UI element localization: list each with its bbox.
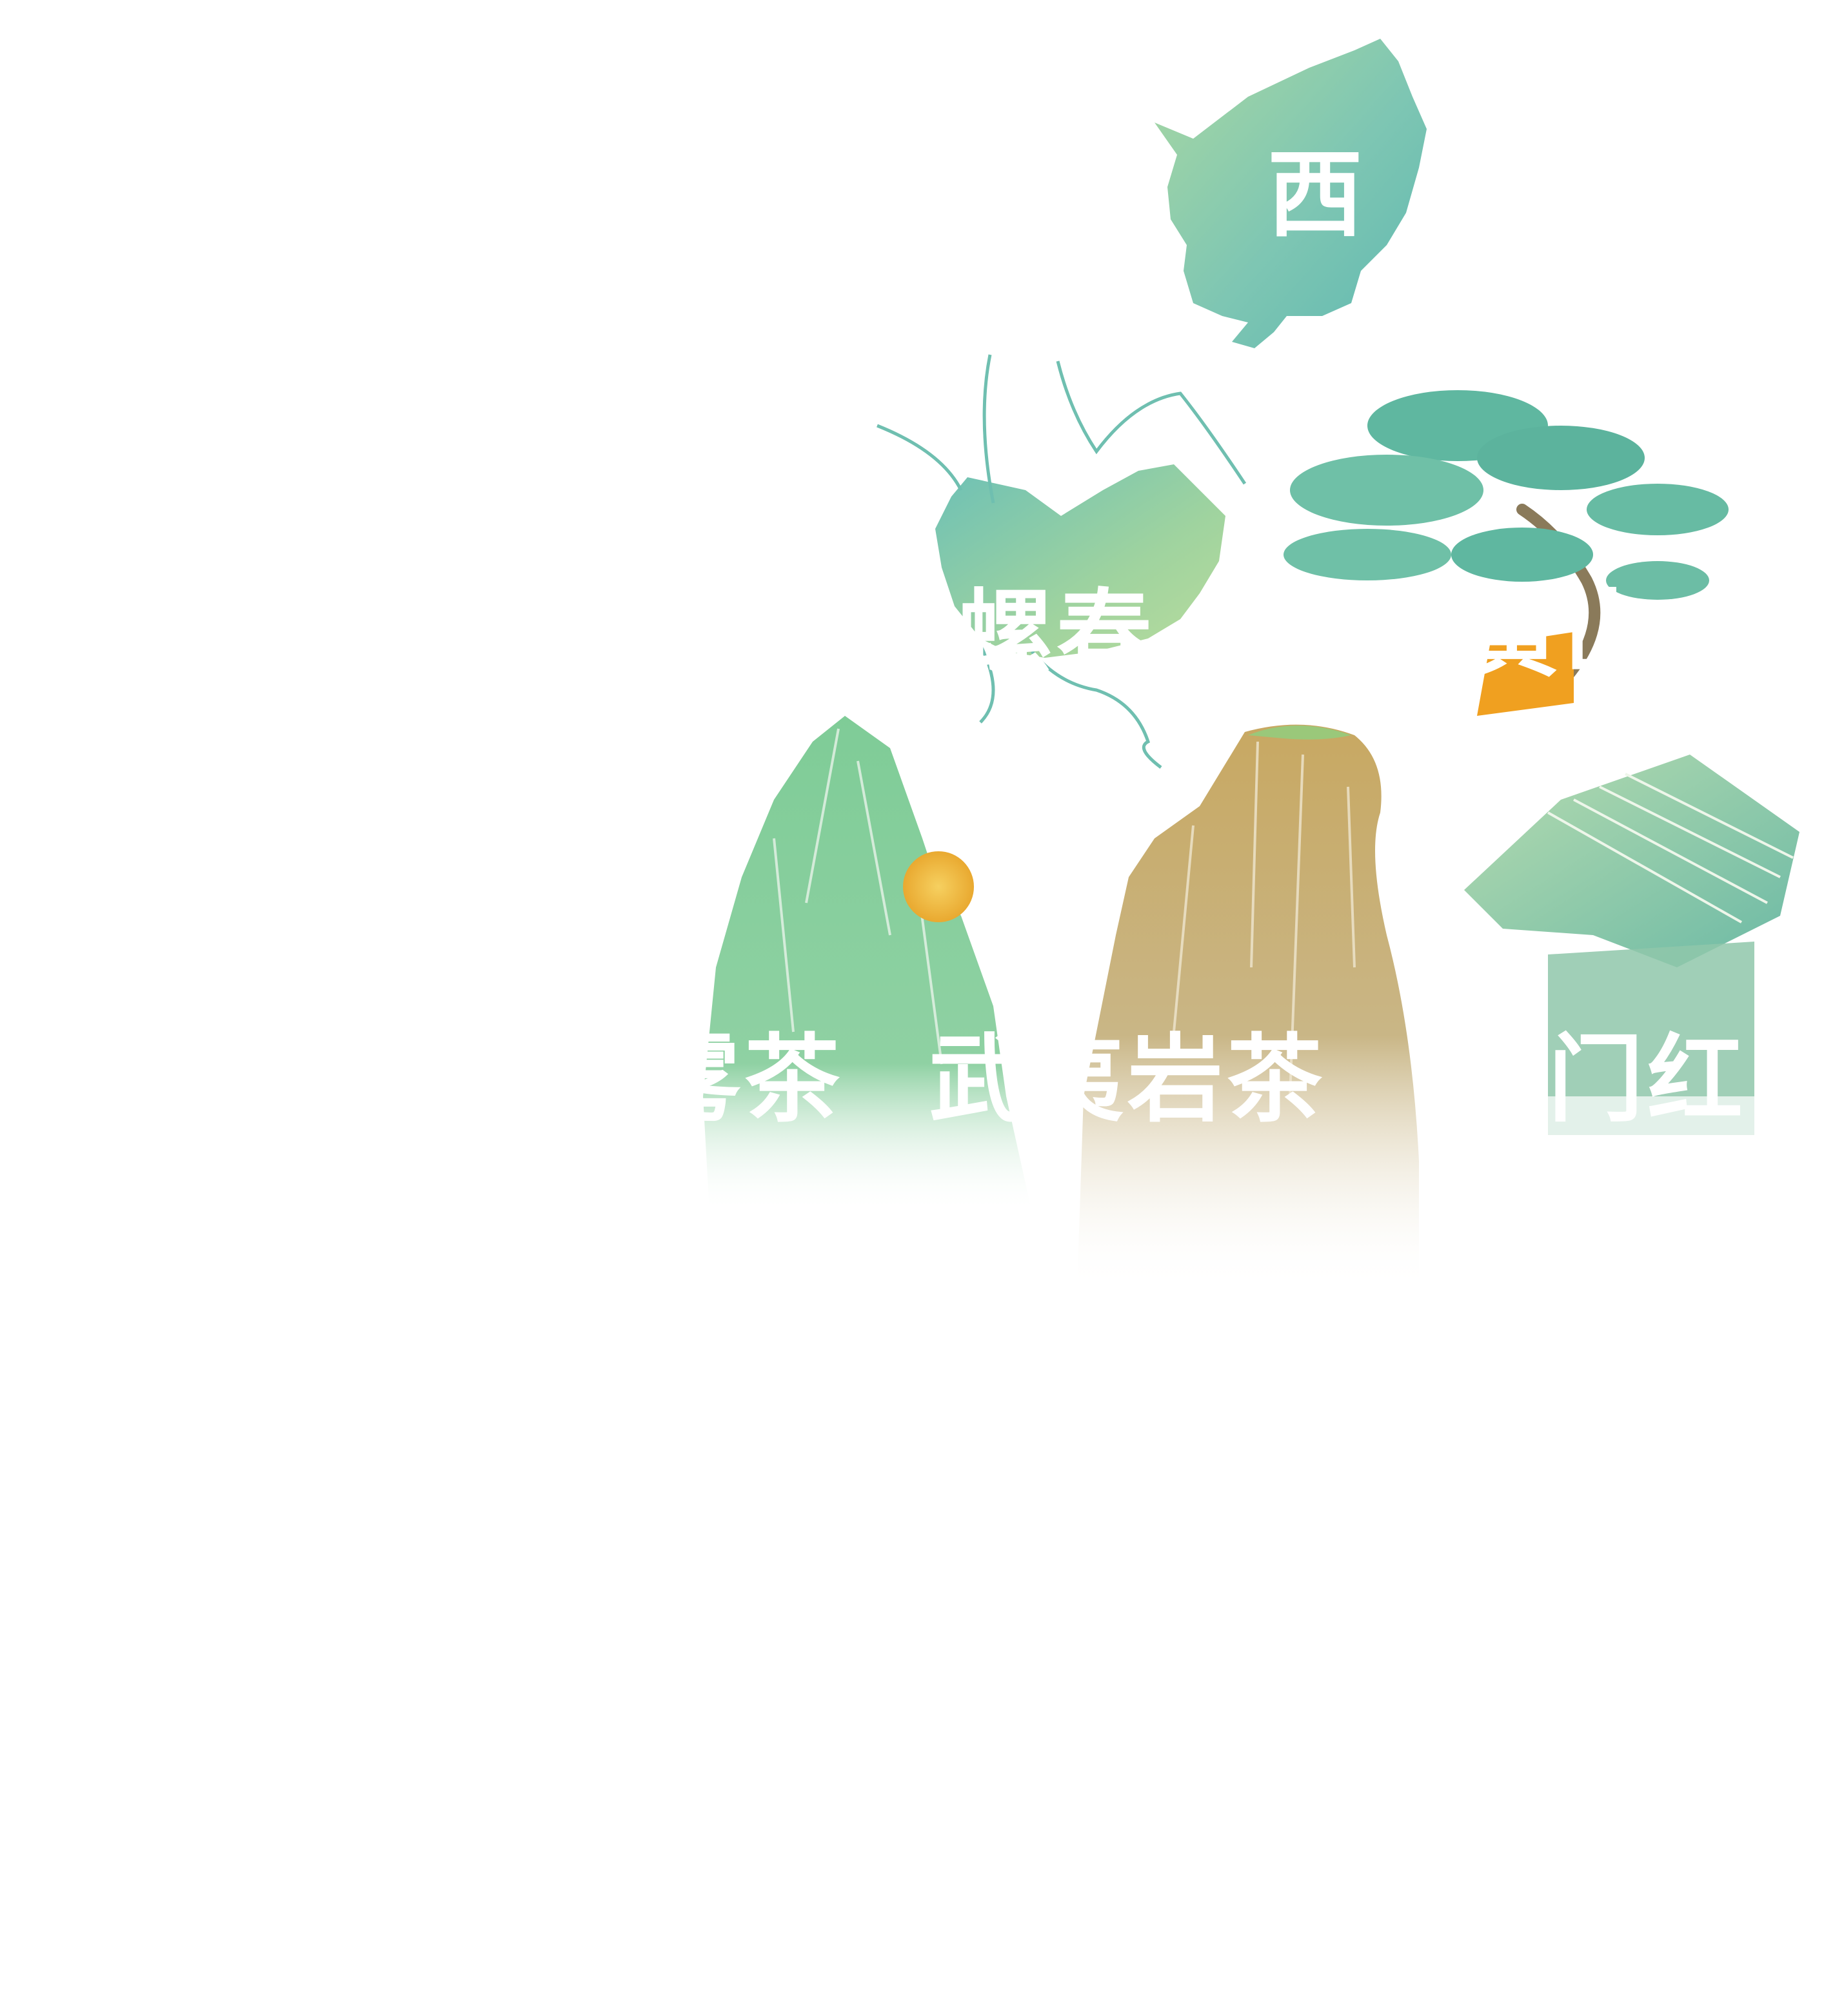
label-biluochun: 碧螺春 [858,579,1156,690]
west-lake-map [1155,39,1427,348]
green-mountain-peak [703,716,1032,1212]
wuyi-cliff [1077,724,1419,1290]
label-xihu: 西 [1267,139,1367,250]
lake-taihu-map [877,354,1247,769]
label-wuyi: 武夷岩茶 [929,1024,1326,1135]
sun-icon [903,851,974,922]
qimen-pavilion [1464,755,1799,1161]
label-huangshan: 黄山 [1464,579,1663,690]
huangshan-pine [1284,390,1729,716]
label-qimen: 门红 [1548,1024,1747,1135]
label-maofeng-partial: 雾茶 [645,1024,844,1135]
